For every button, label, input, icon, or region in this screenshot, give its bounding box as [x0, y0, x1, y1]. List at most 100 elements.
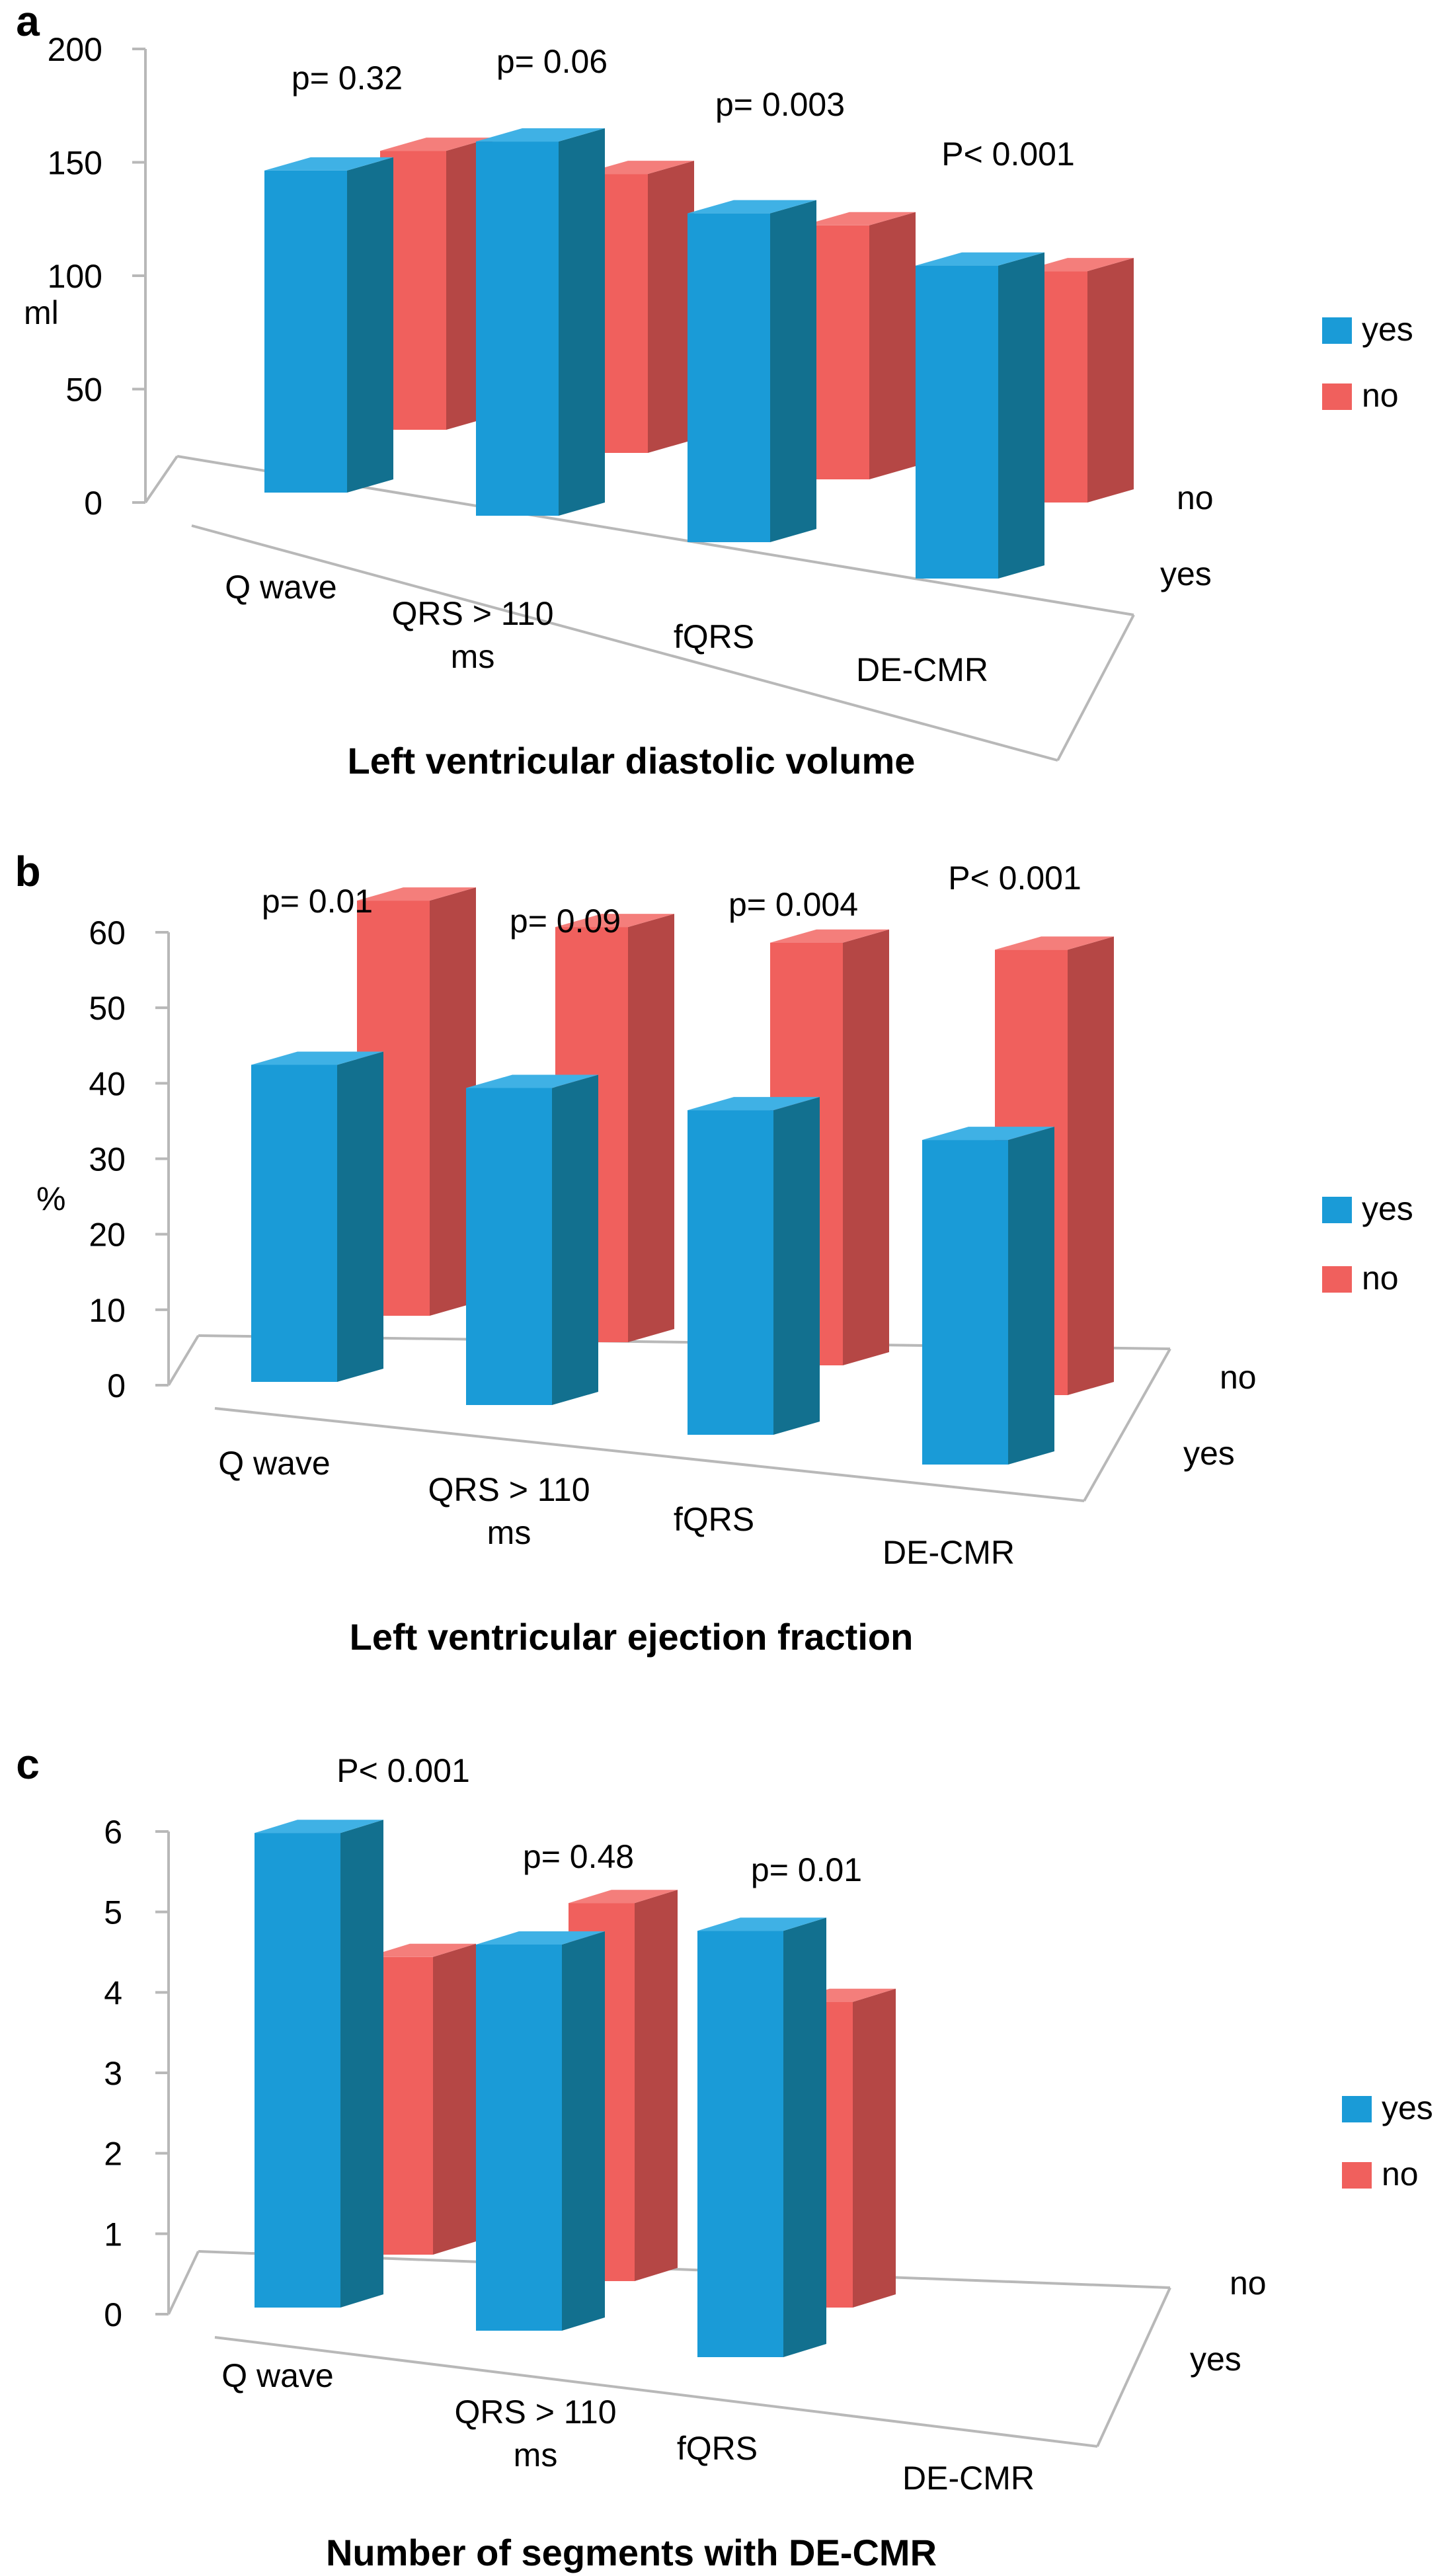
bar-side — [1008, 1127, 1054, 1465]
bar-side — [628, 914, 674, 1342]
bar-side — [552, 1074, 598, 1405]
bar-top — [569, 1890, 678, 1904]
y-tick-label: 6 — [104, 1814, 122, 1851]
bar-side — [770, 200, 816, 543]
category-label: Q wave — [218, 1445, 331, 1482]
p-value-annotation: p= 0.48 — [523, 1838, 634, 1875]
bar-no-0 — [380, 138, 492, 430]
chart-panel-b: b 0 10 20 30 40 50 60% no yes Q wave QRS > 110 ms fQR… — [15, 848, 1413, 1658]
bar-yes-0 — [264, 157, 393, 493]
depth-label-no: no — [1220, 1359, 1257, 1396]
p-value-annotation: p= 0.004 — [728, 886, 858, 923]
legend-swatch-no — [1322, 383, 1352, 410]
chart-panel-a: a 0 50 100 150 200 ml no yes Q wave QRS > 110 ms fQR… — [16, 0, 1413, 782]
bar-top — [476, 1931, 605, 1945]
p-value-annotation: p= 0.06 — [496, 43, 608, 80]
legend-label-yes: yes — [1362, 1190, 1413, 1227]
bar-top — [995, 936, 1114, 950]
y-tick-label: 60 — [89, 914, 126, 951]
category-label-line2: ms — [514, 2436, 558, 2474]
bar-top — [476, 128, 605, 141]
category-label: Q wave — [221, 2357, 334, 2394]
bar-yes-3 — [922, 1127, 1054, 1465]
y-tick-label: 4 — [104, 1974, 122, 2011]
floor-left-edge — [167, 1334, 200, 1387]
y-tick-label: 1 — [104, 2216, 122, 2253]
bar-yes-2 — [688, 200, 816, 543]
bar-front — [476, 1945, 562, 2331]
bar-side — [337, 1051, 383, 1382]
y-tick-label: 0 — [84, 485, 102, 522]
legend-label-no: no — [1382, 2155, 1419, 2193]
bar-side — [562, 1931, 605, 2331]
bar-front — [688, 1110, 773, 1435]
category-label: fQRS — [674, 618, 754, 655]
bar-front — [466, 1088, 552, 1405]
bar-yes-2 — [688, 1097, 820, 1435]
y-tick-label: 10 — [89, 1292, 126, 1329]
bar-top — [688, 200, 816, 214]
y-tick-label: 20 — [89, 1217, 126, 1254]
category-label-line2: ms — [487, 1514, 531, 1551]
legend-swatch-yes — [1322, 317, 1352, 344]
bar-side — [648, 161, 694, 453]
bar-top — [803, 212, 916, 225]
floor-left-edge — [167, 2251, 200, 2315]
bar-front — [922, 1140, 1008, 1465]
bar-side — [843, 929, 889, 1365]
bar-side — [340, 1820, 383, 2308]
bar-yes-1 — [466, 1074, 598, 1405]
bar-top — [688, 1097, 820, 1111]
bar-top — [582, 161, 694, 175]
y-tick-label: 3 — [104, 2055, 122, 2092]
bar-side — [869, 212, 916, 479]
category-label: QRS > 110 — [391, 595, 553, 632]
panel-label: a — [16, 0, 40, 45]
category-label: DE-CMR — [856, 651, 988, 688]
bar-top — [916, 252, 1044, 266]
y-tick-label: 30 — [89, 1141, 126, 1178]
legend-swatch-yes — [1342, 2096, 1372, 2122]
y-tick-label: 50 — [65, 372, 102, 409]
chart-panel-c: c 0 1 2 3 4 5 6 no yes Q wave QRS > 110 ms fQRS DE-CMR… — [16, 1740, 1433, 2573]
bar-side — [433, 1943, 476, 2255]
bar-top — [380, 138, 492, 151]
bar-front — [264, 170, 347, 493]
legend-label-yes: yes — [1382, 2089, 1433, 2126]
y-axis-label: ml — [24, 294, 59, 331]
bar-top — [466, 1074, 598, 1088]
bar-front — [255, 1833, 340, 2308]
bar-front — [688, 213, 770, 542]
bar-side — [773, 1097, 820, 1435]
legend-label-no: no — [1362, 1260, 1399, 1297]
bar-yes-2 — [697, 1917, 826, 2357]
bar-yes-3 — [916, 252, 1044, 579]
chart-title: Left ventricular diastolic volume — [348, 740, 916, 782]
legend-swatch-no — [1322, 1266, 1352, 1293]
bar-side — [998, 252, 1044, 579]
legend: yes no — [1322, 1190, 1413, 1297]
bar-side — [635, 1890, 678, 2281]
depth-label-yes: yes — [1190, 2341, 1241, 2378]
panel-label: b — [15, 848, 40, 895]
bar-top — [770, 929, 889, 943]
y-tick-label: 50 — [89, 990, 126, 1027]
depth-label-yes: yes — [1183, 1435, 1235, 1472]
bar-yes-1 — [476, 1931, 605, 2331]
depth-label-yes: yes — [1160, 555, 1212, 592]
bar-side — [347, 157, 393, 493]
bar-top — [251, 1051, 383, 1065]
bar-yes-0 — [255, 1820, 383, 2308]
category-label: Q wave — [225, 569, 337, 606]
y-axis-label: % — [36, 1180, 65, 1217]
bar-front — [476, 141, 559, 516]
p-value-annotation: p= 0.01 — [262, 883, 373, 920]
bar-top — [357, 887, 476, 901]
bar-top — [1021, 258, 1134, 272]
bar-side — [853, 1988, 896, 2308]
floor-left-edge — [144, 455, 178, 504]
p-value-annotation: p= 0.003 — [715, 86, 845, 123]
floor-right-edge — [1056, 614, 1135, 761]
legend-swatch-yes — [1322, 1197, 1352, 1223]
